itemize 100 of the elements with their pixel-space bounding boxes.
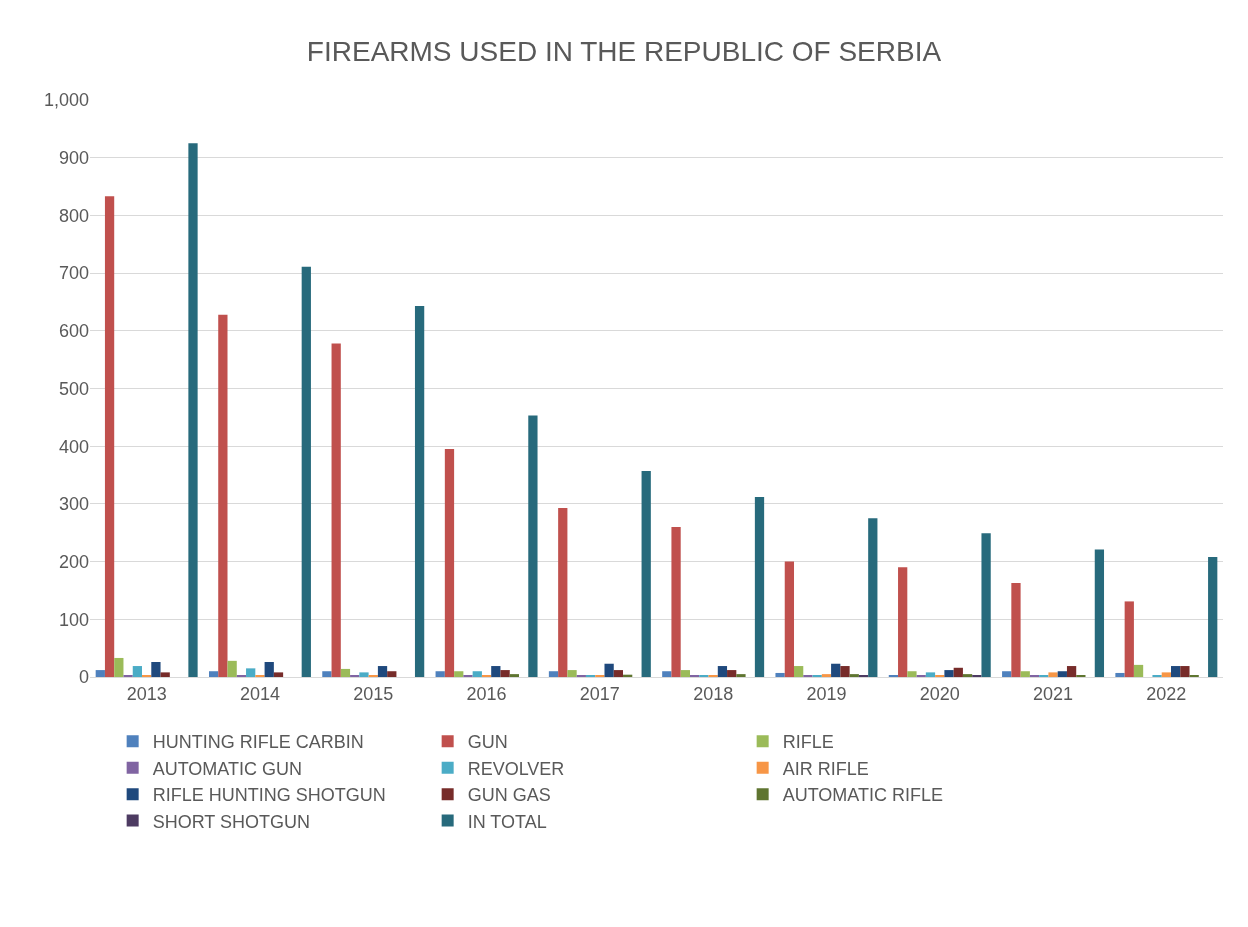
bar xyxy=(1115,672,1125,677)
bar xyxy=(104,196,115,677)
bar xyxy=(264,662,274,677)
legend-label: GUN xyxy=(467,732,508,753)
legend-label: RIFLE xyxy=(782,732,834,753)
y-tick-label: 300 xyxy=(58,494,89,515)
legend-label: SHORT SHOTGUN xyxy=(152,811,311,832)
bar xyxy=(962,674,973,677)
bar xyxy=(95,670,105,677)
y-tick-label: 0 xyxy=(78,667,89,688)
legend-label: HUNTING RIFLE CARBIN xyxy=(152,732,364,753)
bar xyxy=(1094,549,1105,677)
bar xyxy=(849,674,859,677)
bar xyxy=(567,670,577,677)
x-tick-label: 2013 xyxy=(126,683,167,704)
legend-label: IN TOTAL xyxy=(467,811,547,832)
x-tick-label: 2016 xyxy=(466,683,507,704)
bar xyxy=(558,507,568,677)
bar xyxy=(821,674,832,677)
legend-label: RIFLE HUNTING SHOTGUN xyxy=(152,785,386,806)
legend-label: GUN GAS xyxy=(467,785,551,806)
bar xyxy=(1048,672,1058,677)
bar xyxy=(754,496,765,677)
bar xyxy=(907,671,917,677)
bar xyxy=(435,671,445,677)
bar xyxy=(151,662,161,677)
y-tick-label: 200 xyxy=(58,551,89,572)
bar xyxy=(944,670,954,677)
bar xyxy=(680,670,690,677)
bar xyxy=(868,518,878,677)
legend-label: AUTOMATIC GUN xyxy=(152,758,302,779)
legend-label: AUTOMATIC RIFLE xyxy=(782,785,944,806)
bar xyxy=(301,266,311,677)
bar xyxy=(604,663,614,677)
y-tick-label: 400 xyxy=(58,436,89,457)
bar xyxy=(925,672,936,677)
bar xyxy=(1208,556,1218,677)
bar xyxy=(472,671,482,677)
chart-title: FIREARMS USED IN THE REPUBLIC OF SERBIA xyxy=(306,36,942,68)
bar xyxy=(831,663,841,677)
bar xyxy=(736,674,746,677)
bar xyxy=(528,415,538,677)
bar xyxy=(509,674,519,677)
x-tick-label: 2022 xyxy=(1146,683,1187,704)
bar xyxy=(613,670,624,677)
bar xyxy=(227,660,237,677)
x-tick-label: 2014 xyxy=(239,683,280,704)
bar xyxy=(500,670,510,677)
y-tick-label: 700 xyxy=(58,263,89,284)
y-tick-label: 800 xyxy=(58,205,89,226)
bar xyxy=(981,533,991,677)
x-tick-label: 2020 xyxy=(919,683,960,704)
bar xyxy=(775,672,785,677)
bar xyxy=(208,671,219,677)
bar xyxy=(898,567,908,677)
bar xyxy=(273,672,284,677)
bar xyxy=(671,526,681,677)
bar xyxy=(444,449,455,677)
bar xyxy=(246,668,256,677)
bar xyxy=(794,666,804,677)
x-tick-label: 2021 xyxy=(1033,683,1074,704)
bar xyxy=(1180,666,1190,677)
bar xyxy=(1066,666,1077,677)
y-tick-label: 900 xyxy=(58,148,89,168)
bar xyxy=(414,305,425,677)
bar xyxy=(377,666,388,677)
bar xyxy=(784,561,795,677)
bar xyxy=(359,672,369,677)
bar xyxy=(717,666,728,677)
bar xyxy=(114,657,124,677)
bar xyxy=(727,670,737,677)
x-tick-label: 2017 xyxy=(579,683,620,704)
bar xyxy=(218,314,228,677)
x-tick-label: 2015 xyxy=(353,683,394,704)
bar xyxy=(953,667,963,677)
bar xyxy=(1057,671,1067,677)
y-tick-label: 600 xyxy=(58,321,89,342)
bar xyxy=(548,671,559,677)
x-tick-label: 2018 xyxy=(693,683,734,704)
bar xyxy=(132,666,143,677)
y-tick-label: 100 xyxy=(58,609,89,630)
x-tick-label: 2019 xyxy=(806,683,847,704)
bar xyxy=(662,671,672,677)
bar xyxy=(840,666,850,677)
y-tick-label: 500 xyxy=(58,378,89,399)
bar xyxy=(491,666,501,677)
bar xyxy=(1170,666,1181,677)
bar xyxy=(188,143,198,677)
bar xyxy=(322,671,332,677)
bar xyxy=(1124,601,1134,677)
bar xyxy=(1161,672,1171,677)
legend-label: REVOLVER xyxy=(467,758,565,779)
y-tick-label: 1,000 xyxy=(43,90,89,111)
bar xyxy=(340,668,351,677)
bar xyxy=(331,343,341,677)
bar xyxy=(1133,664,1144,677)
bar xyxy=(387,671,397,677)
bar xyxy=(454,671,464,677)
legend-label: AIR RIFLE xyxy=(782,758,869,779)
bar xyxy=(1011,582,1021,677)
